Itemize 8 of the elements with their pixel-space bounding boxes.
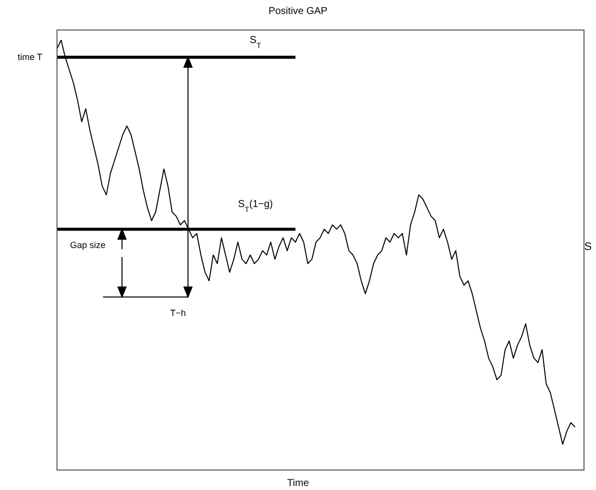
- chart-title: Positive GAP: [268, 6, 328, 17]
- annotation: T−h: [170, 308, 186, 318]
- text: time T: [18, 52, 43, 62]
- ref-line-label: S$_{T}$(1−g): [238, 199, 273, 214]
- y-axis-title: S: [584, 241, 592, 253]
- annotation: Gap size: [70, 240, 106, 250]
- ref-line-label: S$_{T}$: [250, 35, 262, 50]
- x-axis-title: Time: [287, 478, 310, 489]
